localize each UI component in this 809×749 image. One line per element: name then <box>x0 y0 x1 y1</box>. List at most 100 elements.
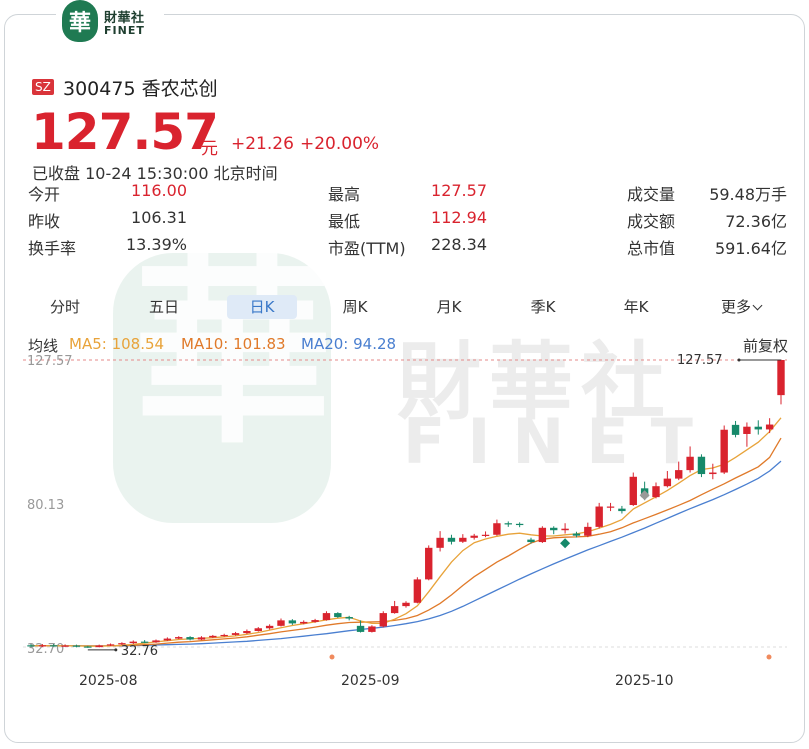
stat-value-open: 116.00 <box>131 181 187 200</box>
x-tick-label: 2025-09 <box>341 673 400 689</box>
finet-logo: 華 財華社 FINET <box>56 0 164 44</box>
candle-body <box>140 641 149 643</box>
candle-body <box>197 637 206 640</box>
stat-value-market-cap: 591.64亿 <box>715 239 787 258</box>
candle-body <box>186 637 194 640</box>
adjust-mode[interactable]: 前复权 <box>743 337 789 355</box>
y-tick-label: 80.13 <box>27 498 64 513</box>
event-diamond-gray <box>639 490 650 501</box>
candle-body <box>334 613 342 618</box>
candle-body <box>629 476 637 506</box>
candle-body <box>709 472 717 475</box>
watermark-logo-char: 華 <box>133 238 334 471</box>
candle-body <box>447 537 456 542</box>
tab-monthly-k[interactable]: 月K <box>436 298 462 316</box>
candle-body <box>675 470 683 479</box>
candle-body <box>243 630 251 634</box>
candle-body <box>61 645 69 647</box>
candle-body <box>572 533 581 536</box>
candle-body <box>288 620 297 624</box>
last-price: 127.57 <box>31 103 219 161</box>
x-tick-label: 2025-10 <box>615 673 674 689</box>
logo-name-cn: 財華社 <box>104 11 145 26</box>
candle-body <box>152 640 160 643</box>
event-diamond-green <box>560 538 571 549</box>
ma20-line <box>31 460 782 647</box>
candle-body <box>50 645 58 647</box>
event-dot <box>329 654 335 660</box>
candle-body <box>686 456 694 471</box>
candle-body <box>754 426 762 430</box>
low-marker-dot <box>114 648 118 652</box>
stat-label-open: 今开 <box>28 185 61 204</box>
stat-value-prev-close: 106.31 <box>131 208 187 227</box>
stat-label-market-cap: 总市值 <box>627 239 676 258</box>
exchange-badge: SZ <box>32 79 54 95</box>
candle-body <box>425 547 433 580</box>
candle-body <box>663 478 672 487</box>
stat-value-turnover: 13.39% <box>125 235 187 254</box>
candle-body <box>38 645 47 647</box>
candle-body <box>390 606 399 614</box>
tab-daily-k[interactable]: 日K <box>227 295 297 319</box>
candle-body <box>277 620 285 626</box>
candle-body <box>72 645 81 647</box>
candle-body <box>561 528 569 531</box>
candle-body <box>345 617 353 619</box>
stock-title: 300475 香农芯创 <box>63 78 218 100</box>
candle-body <box>720 429 728 473</box>
candlestick-chart[interactable]: 127.57 80.13 32.70 127.57 32.76 2025-08 2025-0… <box>5 15 805 743</box>
stat-value-low: 112.94 <box>431 208 487 227</box>
candle-body <box>209 635 217 638</box>
tab-yearly-k[interactable]: 年K <box>623 298 649 316</box>
candle-body <box>538 527 547 543</box>
low-marker-label: 32.76 <box>121 644 158 659</box>
stat-value-volume: 59.48万手 <box>709 185 787 204</box>
stat-label-prev-close: 昨收 <box>28 212 61 231</box>
candle-body <box>550 527 558 531</box>
tab-more[interactable]: 更多 <box>711 295 771 319</box>
candle-body <box>527 539 535 543</box>
stat-label-low: 最低 <box>328 212 361 231</box>
ma20-value: MA20: 94.28 <box>301 335 397 353</box>
candle-body <box>652 486 660 498</box>
watermark-text-en: FINET <box>403 405 715 478</box>
ma10-line <box>30 437 782 647</box>
logo-name-en: FINET <box>104 24 145 37</box>
tab-quarterly-k[interactable]: 季K <box>530 298 556 316</box>
candle-body <box>265 625 274 629</box>
candle-body <box>163 638 172 641</box>
candle-body <box>254 628 262 631</box>
candle-body <box>118 643 126 645</box>
ma5-line <box>30 417 782 647</box>
candle-body <box>231 633 240 635</box>
candle-body <box>743 426 751 434</box>
candle-body <box>459 537 467 542</box>
price-change-pct: +20.00% <box>300 134 380 154</box>
x-tick-label: 2025-08 <box>79 673 138 689</box>
tab-weekly-k[interactable]: 周K <box>342 298 368 316</box>
stat-value-high: 127.57 <box>431 181 487 200</box>
price-change: +21.26 <box>231 134 294 154</box>
candle-body <box>27 645 35 647</box>
tab-five-day[interactable]: 五日 <box>148 298 179 316</box>
candle-body <box>436 537 444 548</box>
tab-intraday[interactable]: 分时 <box>49 298 80 316</box>
candle-body <box>379 613 387 627</box>
candle-body <box>368 626 376 632</box>
candle-body <box>493 523 501 535</box>
candle-body <box>731 424 740 435</box>
high-marker-label: 127.57 <box>677 353 723 368</box>
candle-body <box>504 523 512 525</box>
candle-body <box>606 506 615 508</box>
candle-body <box>95 645 103 648</box>
y-tick-label: 127.57 <box>27 354 73 369</box>
candle-body <box>481 534 490 536</box>
stat-label-amount: 成交额 <box>627 212 676 231</box>
tab-more-label: 更多 <box>720 298 751 316</box>
candle-body <box>402 602 410 607</box>
candle-body <box>175 637 183 639</box>
candle-body <box>300 621 308 624</box>
candle-body <box>356 625 365 632</box>
stat-value-amount: 72.36亿 <box>725 212 787 231</box>
